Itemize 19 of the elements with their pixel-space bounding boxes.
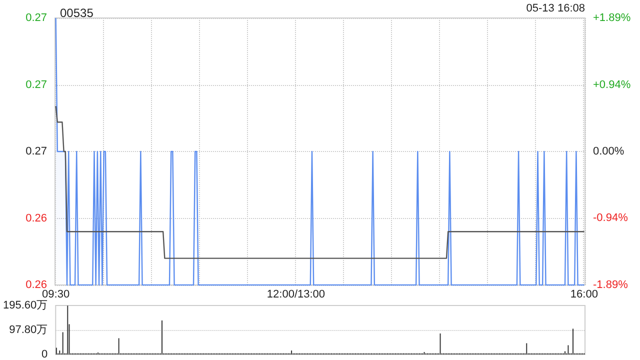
line-series (55, 106, 585, 259)
y-tick-label: 0.27 (26, 146, 47, 158)
y2-tick-label: 0.00% (593, 146, 624, 158)
x-tick-label: 12:00/13:00 (266, 288, 326, 300)
y2-tick-label: +0.94% (593, 79, 631, 92)
chart-title: 00535 (60, 6, 94, 20)
y-tick-label: 0.27 (26, 78, 47, 91)
text: 05-13 16:08 (526, 2, 585, 14)
y2-tick-label: +1.89% (593, 12, 631, 24)
y-tick-label: 97.80万 (9, 324, 48, 336)
y-tick-label: 0.26 (26, 212, 47, 224)
x-tick-label: 16:00 (570, 288, 598, 300)
y-tick-label: 195.60万 (2, 300, 48, 312)
y-tick-label: 0.26 (26, 279, 47, 291)
x-tick-label: 09:30 (42, 288, 70, 300)
y-tick-label: 0 (42, 348, 48, 360)
y-tick-label: 0.27 (26, 12, 47, 24)
y2-tick-label: -1.89% (593, 279, 628, 291)
y2-tick-label: -0.94% (593, 212, 628, 224)
